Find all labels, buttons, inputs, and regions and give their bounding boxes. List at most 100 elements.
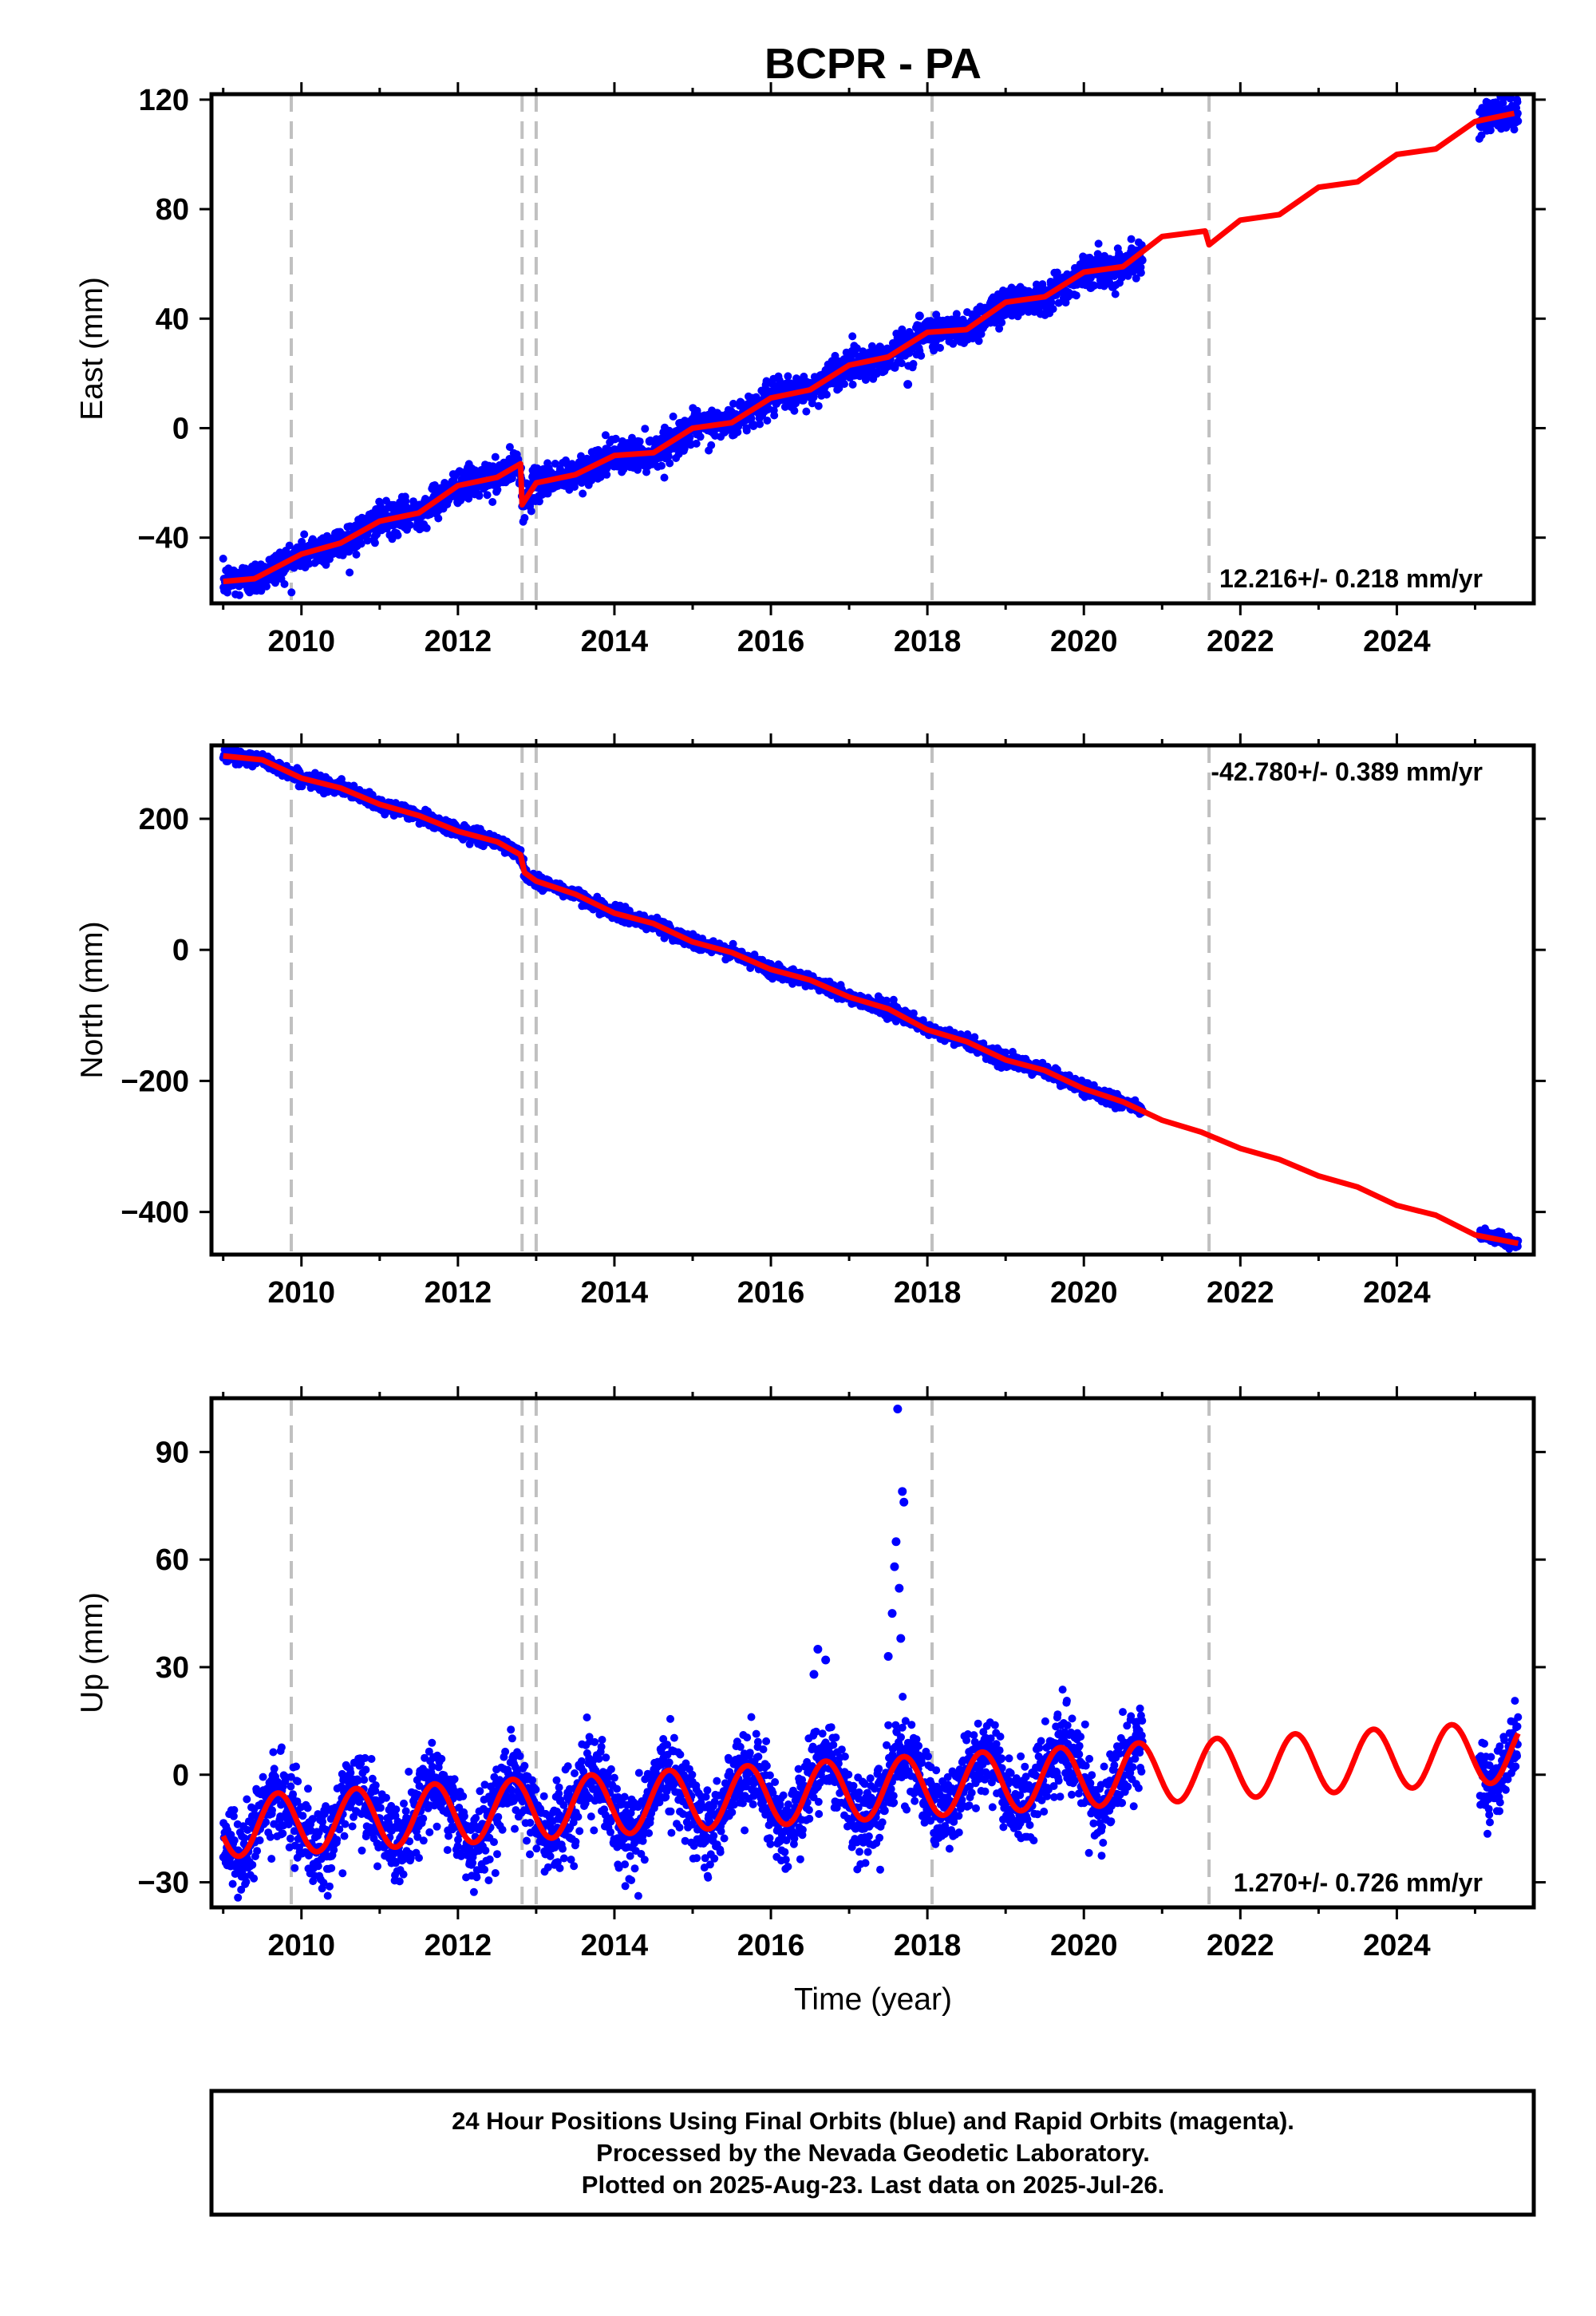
x-tick-label: 2024 (1363, 625, 1431, 658)
data-point (763, 417, 772, 425)
data-point (995, 324, 1004, 333)
data-point (770, 411, 779, 420)
data-point (628, 433, 636, 442)
data-point (271, 579, 279, 587)
data-point (257, 587, 266, 595)
data-point (1094, 239, 1103, 248)
data-point (393, 531, 402, 539)
data-point (601, 431, 610, 440)
data-point (696, 433, 705, 441)
data-point (848, 380, 857, 389)
data-point (488, 498, 497, 506)
data-point (1513, 109, 1522, 117)
data-point (840, 380, 848, 389)
data-point (658, 461, 666, 470)
data-point (729, 939, 737, 948)
data-point (491, 453, 500, 461)
data-point (520, 514, 529, 522)
data-point (749, 421, 758, 429)
data-point (405, 520, 414, 529)
data-point (527, 507, 535, 516)
data-point (280, 579, 289, 588)
data-point (949, 339, 958, 348)
x-tick-label: 2012 (425, 625, 492, 658)
data-point (290, 563, 298, 572)
plot-area-east (219, 94, 1523, 603)
data-point (685, 433, 694, 442)
data-point (822, 390, 831, 399)
data-point (1513, 97, 1522, 106)
data-point (322, 560, 330, 569)
data-point (814, 401, 823, 410)
data-point (808, 399, 816, 408)
data-point (852, 344, 861, 353)
data-point (707, 441, 716, 449)
x-tick-label: 2010 (267, 625, 335, 658)
x-tick-label: 2020 (1050, 625, 1118, 658)
data-point (666, 459, 674, 468)
data-point (1486, 126, 1495, 135)
y-axis-title-east: East (mm) (75, 277, 109, 421)
data-point (952, 310, 961, 318)
data-point (692, 439, 701, 448)
data-point (1510, 125, 1519, 134)
data-point (1477, 131, 1486, 140)
data-point (1514, 117, 1523, 125)
plot-area-north (219, 745, 1523, 1255)
data-point (223, 588, 231, 597)
data-point (641, 425, 650, 433)
rate-label-east: 12.216+/- 0.218 mm/yr (1219, 564, 1483, 593)
data-point (660, 473, 669, 482)
data-point (235, 591, 243, 599)
data-point (346, 568, 354, 577)
data-point (263, 582, 271, 591)
data-point (219, 555, 227, 563)
y-tick-label: −40 (138, 522, 189, 555)
data-point (357, 539, 365, 548)
data-point (1054, 298, 1063, 307)
data-point (737, 398, 745, 407)
data-point (493, 485, 502, 494)
data-point (363, 536, 372, 545)
y-tick-label: 0 (172, 412, 189, 445)
data-point (848, 332, 857, 341)
data-point (579, 489, 587, 498)
data-point (1053, 268, 1061, 277)
data-point (1137, 241, 1146, 250)
data-point (669, 412, 678, 421)
y-tick-label: 40 (156, 302, 189, 336)
data-point (370, 539, 379, 547)
data-point (917, 351, 926, 360)
data-point (1072, 291, 1080, 300)
data-point (1047, 298, 1056, 306)
data-point (635, 437, 644, 446)
data-point (285, 541, 294, 550)
data-point (897, 359, 906, 368)
model-fit-line-east (223, 110, 1515, 585)
data-point (909, 1009, 918, 1018)
data-point (505, 443, 514, 452)
data-point (790, 406, 799, 415)
data-point (909, 360, 918, 368)
data-point (551, 460, 559, 468)
data-point (602, 470, 611, 479)
data-point (300, 530, 309, 539)
plot-frame-east (209, 92, 1536, 606)
data-point (903, 380, 913, 389)
data-point (747, 414, 756, 423)
data-point (422, 524, 431, 532)
data-point (799, 396, 808, 405)
x-tick-label: 2014 (581, 625, 649, 658)
chart-title: BCPR - PA (764, 40, 982, 88)
data-point (680, 445, 689, 453)
data-points-east (219, 94, 1523, 599)
data-point (1136, 268, 1145, 277)
data-point (974, 337, 983, 346)
data-point (352, 550, 361, 559)
data-point (1132, 274, 1140, 283)
data-point (970, 1033, 979, 1041)
data-point (802, 407, 811, 416)
data-point (298, 537, 306, 546)
